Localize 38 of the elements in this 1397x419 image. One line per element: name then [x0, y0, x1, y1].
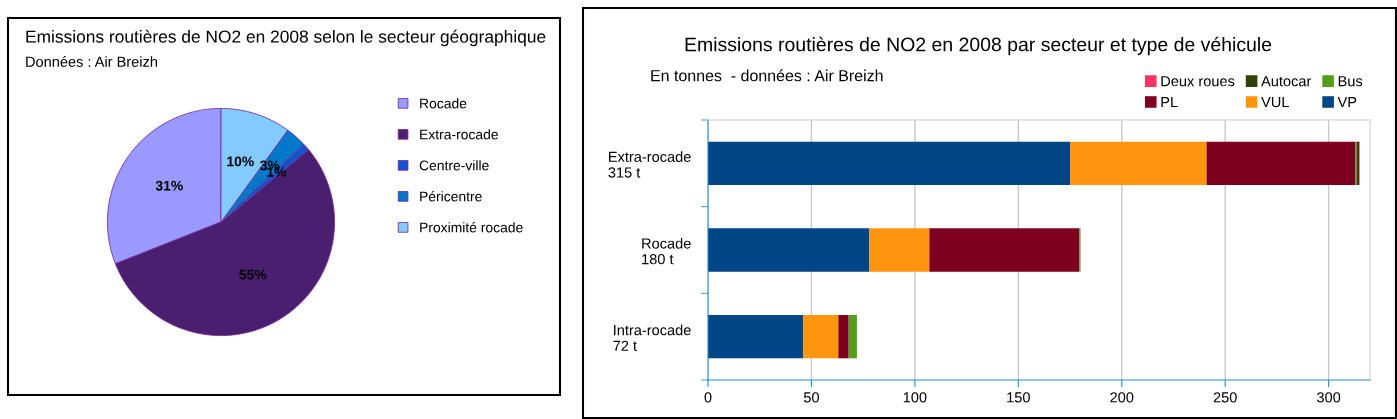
x-tick-label: 200: [1110, 392, 1134, 403]
x-tick-label: 250: [1213, 392, 1237, 403]
legend-label: Rocade: [420, 98, 467, 109]
bar: [708, 228, 870, 272]
x-tick-label: 100: [903, 392, 927, 403]
y-tick-label: Rocade 180 t: [642, 237, 691, 265]
legend-label: Proximité rocade: [420, 222, 523, 233]
legend-label: PL: [1161, 97, 1178, 108]
bar: [708, 141, 1071, 185]
bar: [708, 315, 804, 359]
bar: [929, 228, 1080, 272]
chart-title: Emissions routières de NO2 en 2008 selon le secteur géographique: [26, 29, 546, 47]
legend-label: Bus: [1338, 76, 1363, 87]
bar: [1206, 141, 1356, 185]
x-tick-label: 50: [803, 392, 819, 403]
bar: [848, 315, 857, 359]
data-label: 55%: [239, 269, 267, 280]
x-tick-label: 0: [704, 392, 712, 403]
bar: [838, 315, 849, 359]
legend-label: Deux roues: [1161, 76, 1235, 87]
y-tick-label: Extra-rocade 315 t: [608, 151, 691, 178]
chart-subtitle: En tonnes - données : Air Breizh: [651, 69, 883, 82]
y-tick-label: Intra-rocade 72 t: [613, 324, 691, 351]
legend-label: Péricentre: [420, 191, 482, 202]
bar: [1070, 141, 1207, 185]
bar: [869, 228, 930, 272]
legend-label: VUL: [1261, 97, 1289, 108]
chart-title: Emissions routières de NO2 en 2008 par secteur et type de véhicule: [685, 36, 1272, 56]
bar: [803, 315, 839, 359]
legend-label: Centre-ville: [419, 160, 489, 171]
legend-label: Extra-rocade: [420, 129, 498, 140]
data-label: 10%: [227, 156, 254, 167]
legend-label: Autocar: [1261, 76, 1312, 87]
x-tick-label: 150: [1007, 392, 1030, 403]
data-label: 31%: [155, 180, 183, 191]
x-tick-label: 300: [1317, 392, 1341, 403]
chart-subtitle: Données : Air Breizh: [26, 56, 157, 67]
legend-label: VP: [1337, 97, 1357, 108]
